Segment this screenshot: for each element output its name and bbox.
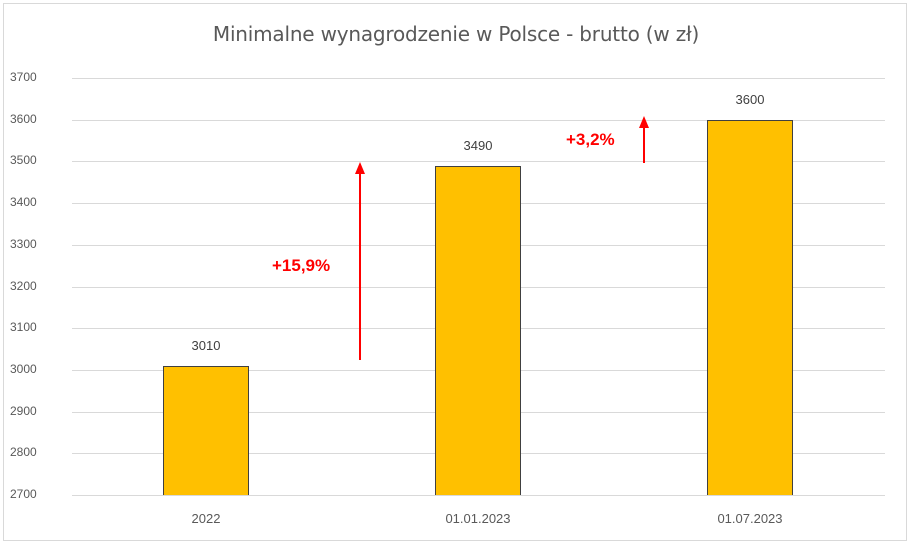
growth-annotation: +3,2% [566,130,615,149]
chart-title: Minimalne wynagrodzenie w Polsce - brutt… [212,22,700,46]
y-tick-label: 3300 [10,237,37,251]
up-arrow-icon [355,162,365,360]
y-tick-label: 3600 [10,112,37,126]
y-tick-label: 3700 [10,70,37,84]
bar-01-01-2023 [435,166,521,495]
bar-01-07-2023 [707,120,793,495]
y-tick-label: 3400 [10,195,37,209]
x-tick-label: 01.01.2023 [445,511,511,526]
y-tick-label: 2900 [10,404,37,418]
x-tick-label: 01.07.2023 [717,511,783,526]
y-tick-label: 2700 [10,487,37,501]
gridline [72,120,885,121]
x-tick-label: 2022 [191,511,221,526]
y-tick-label: 3000 [10,362,37,376]
bar-2022 [163,366,249,495]
data-label: 3490 [463,138,493,153]
gridline [72,161,885,162]
gridline [72,495,885,496]
y-tick-label: 3100 [10,320,37,334]
up-arrow-icon [639,116,649,163]
y-tick-label: 3200 [10,279,37,293]
gridline [72,78,885,79]
data-label: 3600 [735,92,765,107]
data-label: 3010 [191,338,221,353]
growth-annotation: +15,9% [272,256,331,275]
y-tick-label: 2800 [10,445,37,459]
y-tick-label: 3500 [10,153,37,167]
